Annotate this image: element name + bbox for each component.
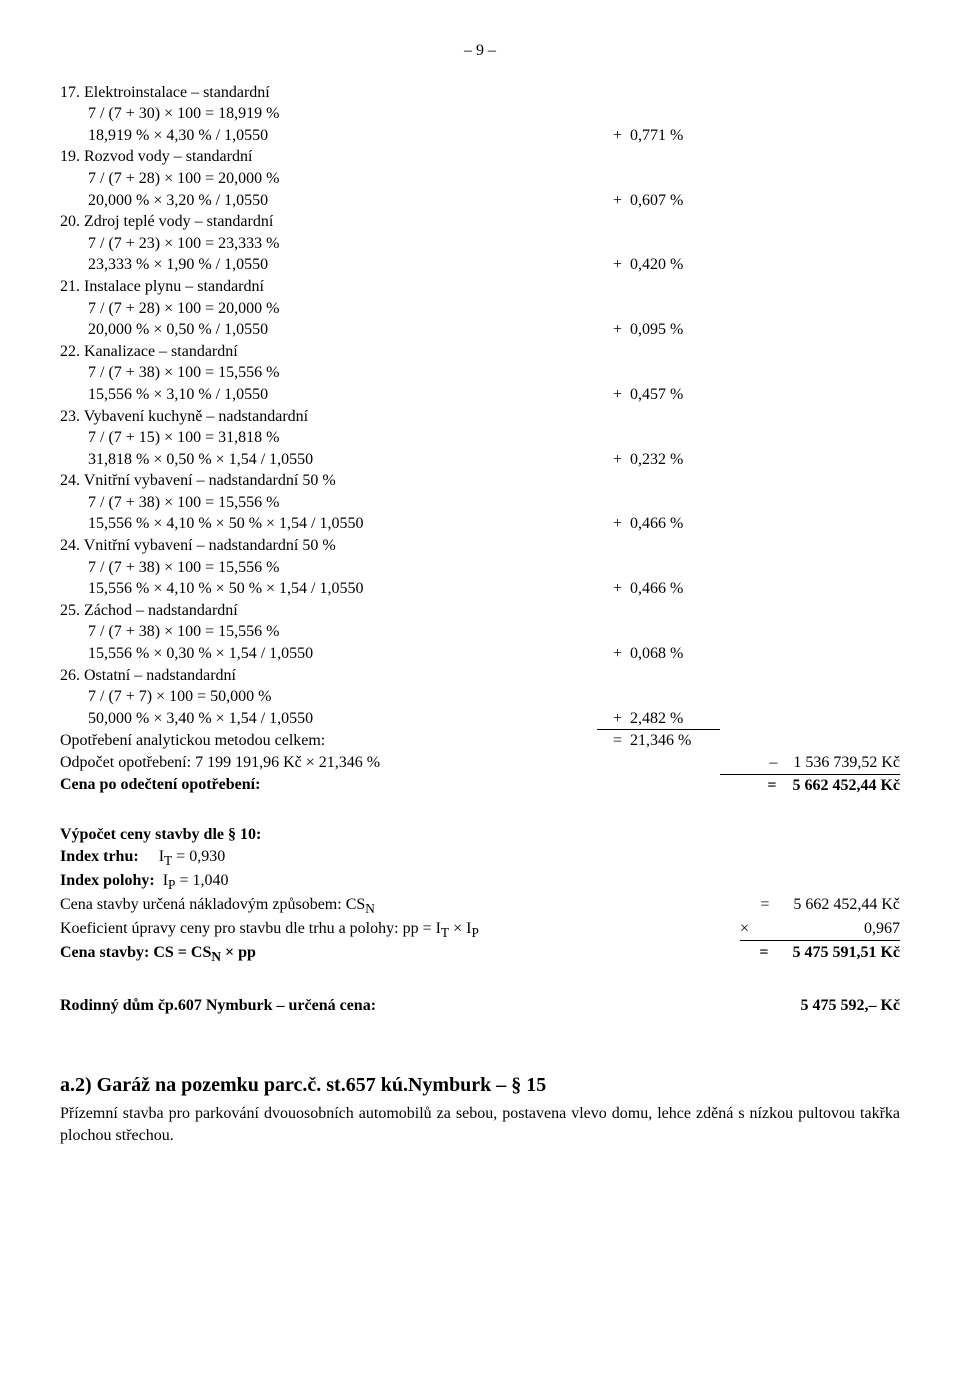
garaz-heading: a.2) Garáž na pozemku parc.č. st.657 kú.…: [60, 1072, 900, 1099]
koef-val: 0,967: [864, 918, 900, 940]
item-val: 0,457 %: [630, 384, 720, 406]
item-title: 24. Vnitřní vybavení – nadstandardní 50 …: [60, 535, 900, 557]
opotrebeni-label: Opotřebení analytickou metodou celkem:: [60, 730, 597, 752]
item-val: 0,607 %: [630, 190, 720, 212]
index-trhu-val: IT = 0,930: [159, 848, 226, 865]
vypocet-heading: Výpočet ceny stavby dle § 10:: [60, 824, 900, 846]
cena-stavby-val: 5 475 591,51 Kč: [792, 944, 900, 961]
item-title: 24. Vnitřní vybavení – nadstandardní 50 …: [60, 470, 900, 492]
odpocet-row: Odpočet opotřebení: 7 199 191,96 Kč × 21…: [60, 752, 900, 774]
item-title: 19. Rozvod vody – standardní: [60, 146, 900, 168]
item-val: 0,068 %: [630, 643, 720, 665]
item-calc-row: 15,556 % × 0,30 % × 1,54 / 1,0550+0,068 …: [60, 643, 900, 665]
cena-stavby-row: Cena stavby: CS = CSN × pp = 5 475 591,5…: [60, 942, 900, 966]
item-formula: 7 / (7 + 23) × 100 = 23,333 %: [60, 233, 900, 255]
index-polohy-row: Index polohy: IP = 1,040: [60, 870, 900, 894]
koef-row: Koeficient úpravy ceny pro stavbu dle tr…: [60, 918, 900, 942]
item-calc: 15,556 % × 3,10 % / 1,0550: [60, 384, 597, 406]
item-val: 0,771 %: [630, 125, 720, 147]
csn-label: Cena stavby určená nákladovým způsobem: …: [60, 894, 680, 918]
item-val: 0,466 %: [630, 578, 720, 600]
item-op: +: [597, 513, 630, 535]
item-formula: 7 / (7 + 30) × 100 = 18,919 %: [60, 103, 900, 125]
opotrebeni-op: =: [597, 730, 630, 752]
item-calc-row: 23,333 % × 1,90 % / 1,0550+0,420 %: [60, 254, 900, 276]
item-op: +: [597, 384, 630, 406]
item-op: +: [597, 578, 630, 600]
item-calc: 18,919 % × 4,30 % / 1,0550: [60, 125, 597, 147]
koef-label: Koeficient úpravy ceny pro stavbu dle tr…: [60, 918, 680, 942]
item-calc-row: 15,556 % × 3,10 % / 1,0550+0,457 %: [60, 384, 900, 406]
item-op: +: [597, 125, 630, 147]
item-formula: 7 / (7 + 28) × 100 = 20,000 %: [60, 298, 900, 320]
index-trhu-label: Index trhu:: [60, 848, 139, 865]
item-title: 20. Zdroj teplé vody – standardní: [60, 211, 900, 233]
item-calc-row: 18,919 % × 4,30 % / 1,0550+0,771 %: [60, 125, 900, 147]
urcena-label: Rodinný dům čp.607 Nymburk – určená cena…: [60, 995, 700, 1017]
item-title: 22. Kanalizace – standardní: [60, 341, 900, 363]
opotrebeni-total-row: Opotřebení analytickou metodou celkem: =…: [60, 730, 900, 752]
item-val: 0,466 %: [630, 513, 720, 535]
item-title: 17. Elektroinstalace – standardní: [60, 82, 900, 104]
cena-po-val: 5 662 452,44 Kč: [792, 777, 900, 794]
item-formula: 7 / (7 + 28) × 100 = 20,000 %: [60, 168, 900, 190]
urcena-row: Rodinný dům čp.607 Nymburk – určená cena…: [60, 995, 900, 1017]
item-calc-row: 50,000 % × 3,40 % × 1,54 / 1,0550+2,482 …: [60, 708, 900, 731]
cena-po-row: Cena po odečtení opotřebení: = 5 662 452…: [60, 774, 900, 797]
item-formula: 7 / (7 + 38) × 100 = 15,556 %: [60, 362, 900, 384]
item-op: +: [597, 643, 630, 665]
csn-op: =: [760, 896, 769, 913]
odpocet-val: 1 536 739,52 Kč: [793, 754, 900, 771]
item-calc: 15,556 % × 4,10 % × 50 % × 1,54 / 1,0550: [60, 513, 597, 535]
item-calc-row: 15,556 % × 4,10 % × 50 % × 1,54 / 1,0550…: [60, 578, 900, 600]
item-calc-row: 31,818 % × 0,50 % × 1,54 / 1,0550+0,232 …: [60, 449, 900, 471]
odpocet-label: Odpočet opotřebení: 7 199 191,96 Kč × 21…: [60, 752, 597, 774]
koef-op: ×: [740, 920, 749, 937]
item-title: 26. Ostatní – nadstandardní: [60, 665, 900, 687]
item-title: 25. Záchod – nadstandardní: [60, 600, 900, 622]
item-calc: 20,000 % × 3,20 % / 1,0550: [60, 190, 597, 212]
item-val: 0,232 %: [630, 449, 720, 471]
cena-stavby-label: Cena stavby: CS = CSN × pp: [60, 942, 680, 966]
item-calc-row: 20,000 % × 0,50 % / 1,0550+0,095 %: [60, 319, 900, 341]
item-val: 0,095 %: [630, 319, 720, 341]
odpocet-op: –: [769, 754, 777, 771]
item-formula: 7 / (7 + 38) × 100 = 15,556 %: [60, 492, 900, 514]
index-trhu-row: Index trhu: IT = 0,930: [60, 846, 900, 870]
page-number: – 9 –: [60, 40, 900, 62]
calculation-items: 17. Elektroinstalace – standardní7 / (7 …: [60, 82, 900, 731]
cena-po-label: Cena po odečtení opotřebení:: [60, 774, 597, 797]
item-calc: 20,000 % × 0,50 % / 1,0550: [60, 319, 597, 341]
item-calc: 50,000 % × 3,40 % × 1,54 / 1,0550: [60, 708, 597, 731]
item-op: +: [597, 254, 630, 276]
item-val: 2,482 %: [630, 708, 720, 731]
cena-po-op: =: [767, 777, 776, 794]
csn-val: 5 662 452,44 Kč: [793, 896, 900, 913]
urcena-val: 5 475 592,– Kč: [700, 995, 900, 1017]
item-formula: 7 / (7 + 7) × 100 = 50,000 %: [60, 686, 900, 708]
item-calc: 31,818 % × 0,50 % × 1,54 / 1,0550: [60, 449, 597, 471]
item-op: +: [597, 319, 630, 341]
item-title: 21. Instalace plynu – standardní: [60, 276, 900, 298]
item-formula: 7 / (7 + 38) × 100 = 15,556 %: [60, 557, 900, 579]
garaz-text: Přízemní stavba pro parkování dvouosobní…: [60, 1103, 900, 1146]
item-op: +: [597, 449, 630, 471]
item-calc-row: 15,556 % × 4,10 % × 50 % × 1,54 / 1,0550…: [60, 513, 900, 535]
item-calc-row: 20,000 % × 3,20 % / 1,0550+0,607 %: [60, 190, 900, 212]
index-polohy-label: Index polohy:: [60, 872, 155, 889]
item-calc: 15,556 % × 4,10 % × 50 % × 1,54 / 1,0550: [60, 578, 597, 600]
opotrebeni-val: 21,346 %: [630, 730, 720, 752]
csn-row: Cena stavby určená nákladovým způsobem: …: [60, 894, 900, 918]
item-title: 23. Vybavení kuchyně – nadstandardní: [60, 406, 900, 428]
cena-stavby-op: =: [759, 944, 768, 961]
item-val: 0,420 %: [630, 254, 720, 276]
item-calc: 23,333 % × 1,90 % / 1,0550: [60, 254, 597, 276]
item-formula: 7 / (7 + 38) × 100 = 15,556 %: [60, 621, 900, 643]
index-polohy-val: IP = 1,040: [163, 872, 229, 889]
item-calc: 15,556 % × 0,30 % × 1,54 / 1,0550: [60, 643, 597, 665]
item-op: +: [597, 190, 630, 212]
item-op: +: [597, 708, 630, 731]
item-formula: 7 / (7 + 15) × 100 = 31,818 %: [60, 427, 900, 449]
